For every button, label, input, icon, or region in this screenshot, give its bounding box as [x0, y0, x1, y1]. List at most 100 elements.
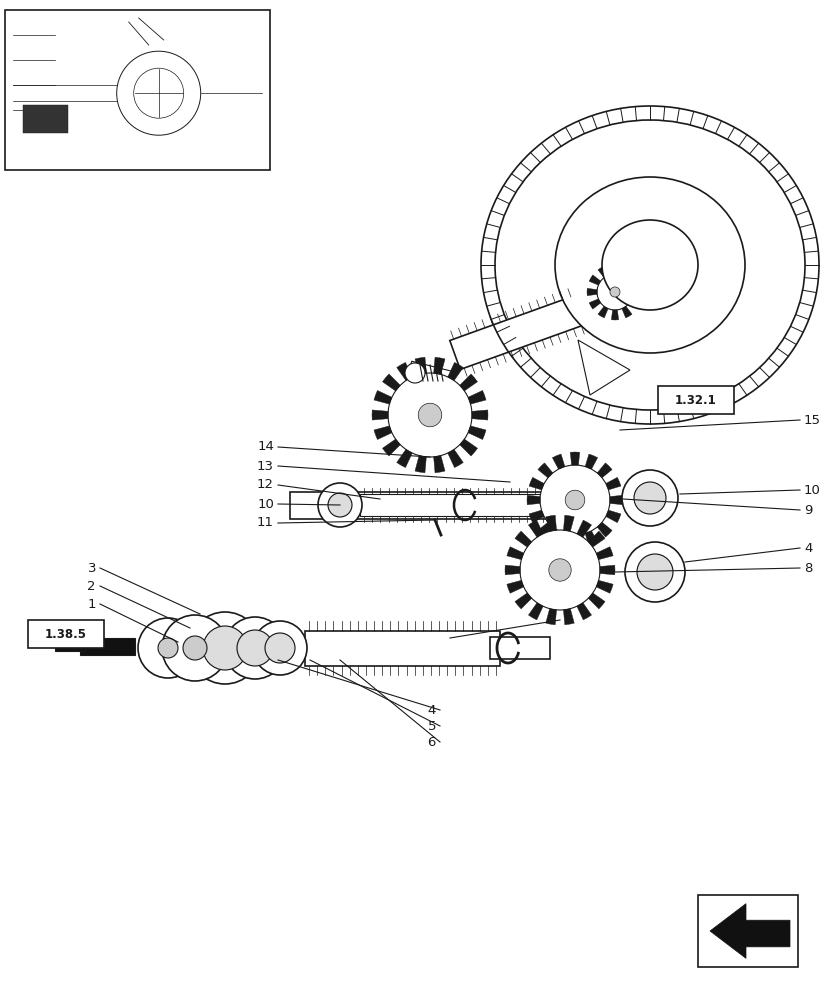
Circle shape	[162, 615, 228, 681]
Polygon shape	[460, 374, 478, 391]
Polygon shape	[374, 390, 392, 404]
Polygon shape	[527, 495, 541, 505]
Text: 8: 8	[804, 562, 812, 574]
Polygon shape	[597, 463, 612, 478]
Polygon shape	[630, 275, 641, 285]
Polygon shape	[447, 362, 463, 381]
Polygon shape	[545, 515, 556, 531]
Circle shape	[158, 638, 178, 658]
Text: 14: 14	[257, 440, 274, 454]
Polygon shape	[570, 535, 580, 548]
Polygon shape	[538, 522, 553, 537]
Polygon shape	[468, 390, 486, 404]
Circle shape	[224, 617, 286, 679]
Text: 6: 6	[428, 736, 436, 748]
FancyBboxPatch shape	[658, 386, 734, 414]
Polygon shape	[570, 452, 580, 465]
Circle shape	[388, 373, 472, 457]
Polygon shape	[538, 463, 553, 478]
Polygon shape	[80, 638, 135, 655]
Polygon shape	[571, 276, 634, 317]
Polygon shape	[597, 547, 613, 560]
Polygon shape	[633, 288, 643, 296]
Ellipse shape	[495, 120, 805, 410]
Polygon shape	[710, 904, 790, 958]
Polygon shape	[585, 454, 597, 469]
Circle shape	[117, 51, 201, 135]
Bar	[5, 10, 270, 170]
Circle shape	[328, 493, 352, 517]
Polygon shape	[564, 515, 574, 531]
Text: 3: 3	[87, 562, 96, 574]
Polygon shape	[490, 637, 550, 659]
Text: 13: 13	[257, 460, 274, 473]
Polygon shape	[515, 593, 531, 609]
Polygon shape	[529, 510, 544, 523]
Polygon shape	[55, 642, 85, 651]
Circle shape	[565, 490, 585, 510]
Ellipse shape	[555, 177, 745, 353]
Text: 11: 11	[257, 516, 274, 530]
Polygon shape	[577, 520, 592, 537]
Circle shape	[138, 618, 198, 678]
Polygon shape	[396, 449, 412, 468]
Circle shape	[253, 621, 307, 675]
Circle shape	[318, 483, 362, 527]
Text: 15: 15	[804, 414, 821, 426]
Circle shape	[133, 68, 184, 118]
Polygon shape	[611, 264, 619, 274]
Circle shape	[610, 287, 620, 297]
Polygon shape	[505, 565, 520, 575]
Polygon shape	[447, 449, 463, 468]
Circle shape	[203, 626, 247, 670]
Circle shape	[189, 612, 261, 684]
Circle shape	[419, 403, 442, 427]
Polygon shape	[372, 410, 388, 420]
Polygon shape	[433, 357, 445, 374]
FancyBboxPatch shape	[28, 620, 104, 648]
Bar	[23, 105, 68, 133]
Polygon shape	[622, 266, 632, 278]
Polygon shape	[415, 357, 426, 374]
Circle shape	[405, 363, 425, 383]
Text: 10: 10	[257, 497, 274, 510]
Polygon shape	[588, 593, 605, 609]
Circle shape	[183, 636, 207, 660]
Polygon shape	[382, 374, 400, 391]
Polygon shape	[507, 580, 524, 593]
Text: 7: 7	[564, 613, 573, 626]
Polygon shape	[415, 456, 426, 473]
Circle shape	[265, 633, 295, 663]
Text: 4: 4	[428, 704, 436, 716]
Ellipse shape	[602, 220, 698, 310]
Circle shape	[625, 542, 685, 602]
Polygon shape	[382, 439, 400, 456]
Polygon shape	[598, 266, 608, 278]
Text: 10: 10	[804, 484, 821, 496]
Polygon shape	[528, 520, 543, 537]
Text: 5: 5	[428, 720, 436, 732]
Polygon shape	[528, 603, 543, 620]
Polygon shape	[600, 565, 615, 575]
Text: 1: 1	[87, 597, 96, 610]
Text: 2: 2	[87, 580, 96, 592]
Polygon shape	[564, 609, 574, 625]
Circle shape	[540, 465, 610, 535]
Circle shape	[634, 482, 666, 514]
Bar	[698, 895, 798, 967]
Polygon shape	[433, 456, 445, 473]
Polygon shape	[529, 477, 544, 490]
Polygon shape	[552, 454, 564, 469]
Text: 1.32.1: 1.32.1	[675, 393, 717, 406]
Circle shape	[237, 630, 273, 666]
Polygon shape	[450, 296, 585, 369]
Text: 9: 9	[804, 504, 812, 516]
Polygon shape	[409, 361, 452, 385]
Text: 12: 12	[257, 479, 274, 491]
Polygon shape	[611, 310, 619, 320]
Polygon shape	[606, 477, 621, 490]
Polygon shape	[587, 288, 597, 296]
Polygon shape	[472, 410, 488, 420]
Text: 4: 4	[804, 542, 812, 554]
Polygon shape	[630, 299, 641, 309]
